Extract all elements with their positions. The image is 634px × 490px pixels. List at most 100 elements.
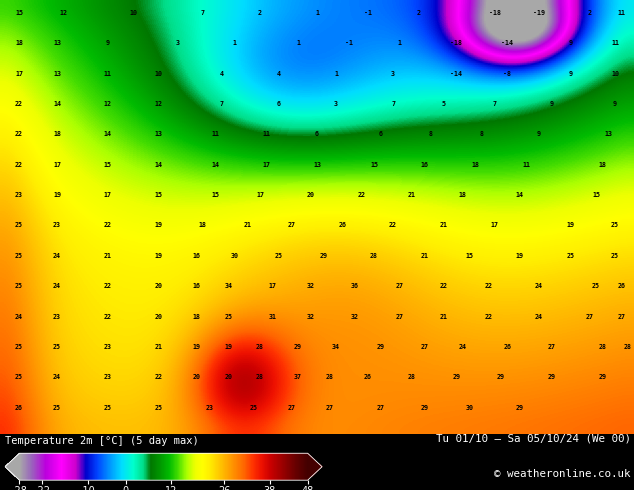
Text: 11: 11 <box>212 131 219 137</box>
Text: 29: 29 <box>421 405 429 411</box>
Text: 3: 3 <box>176 40 179 47</box>
Text: 26: 26 <box>503 344 511 350</box>
Text: 21: 21 <box>421 253 429 259</box>
Text: 22: 22 <box>15 101 23 107</box>
Text: 26: 26 <box>618 283 625 289</box>
Text: 25: 25 <box>15 374 23 380</box>
Text: 19: 19 <box>53 192 61 198</box>
Text: 28: 28 <box>370 253 378 259</box>
Text: 6: 6 <box>315 131 319 137</box>
Text: 22: 22 <box>15 162 23 168</box>
Text: 6: 6 <box>277 101 281 107</box>
Text: 15: 15 <box>15 10 23 16</box>
Text: 21: 21 <box>440 222 448 228</box>
Text: 2: 2 <box>417 10 420 16</box>
Text: 23: 23 <box>53 222 61 228</box>
Text: 14: 14 <box>155 162 162 168</box>
Text: 19: 19 <box>224 344 232 350</box>
Text: 32: 32 <box>307 314 314 319</box>
Text: 7: 7 <box>220 101 224 107</box>
Text: 15: 15 <box>592 192 600 198</box>
PathPatch shape <box>307 453 322 480</box>
Text: 13: 13 <box>605 131 612 137</box>
Text: 27: 27 <box>288 405 295 411</box>
Text: 25: 25 <box>15 222 23 228</box>
Text: 7: 7 <box>201 10 205 16</box>
Text: 25: 25 <box>250 405 257 411</box>
Text: 21: 21 <box>155 344 162 350</box>
Text: 14: 14 <box>516 192 524 198</box>
Text: 20: 20 <box>307 192 314 198</box>
Text: 29: 29 <box>497 374 505 380</box>
Text: -18: -18 <box>451 40 462 47</box>
Text: 8: 8 <box>480 131 484 137</box>
Text: 27: 27 <box>586 314 593 319</box>
Text: 29: 29 <box>377 344 384 350</box>
Text: 1: 1 <box>398 40 401 47</box>
Text: 29: 29 <box>598 374 606 380</box>
Text: 13: 13 <box>313 162 321 168</box>
Text: 28: 28 <box>408 374 416 380</box>
Text: 37: 37 <box>294 374 302 380</box>
Text: 19: 19 <box>155 222 162 228</box>
Text: 13: 13 <box>53 71 61 77</box>
Text: 14: 14 <box>212 162 219 168</box>
Text: 19: 19 <box>193 344 200 350</box>
Text: 2: 2 <box>258 10 262 16</box>
Text: 1: 1 <box>334 71 338 77</box>
Text: 21: 21 <box>243 222 251 228</box>
Text: 10: 10 <box>129 10 137 16</box>
Text: 15: 15 <box>155 192 162 198</box>
Text: 18: 18 <box>15 40 23 47</box>
Text: 20: 20 <box>193 374 200 380</box>
Text: 10: 10 <box>611 71 619 77</box>
Text: 3: 3 <box>334 101 338 107</box>
Text: 29: 29 <box>294 344 302 350</box>
Text: 31: 31 <box>269 314 276 319</box>
Text: 32: 32 <box>307 283 314 289</box>
Text: 25: 25 <box>15 283 23 289</box>
Text: 22: 22 <box>389 222 397 228</box>
Text: 25: 25 <box>275 253 283 259</box>
Text: 27: 27 <box>377 405 384 411</box>
Text: 18: 18 <box>459 192 467 198</box>
Text: 25: 25 <box>155 405 162 411</box>
Text: 27: 27 <box>326 405 333 411</box>
Text: 25: 25 <box>15 253 23 259</box>
Text: 6: 6 <box>378 131 382 137</box>
Text: -1: -1 <box>364 10 372 16</box>
Text: 25: 25 <box>611 222 619 228</box>
Text: 24: 24 <box>53 374 61 380</box>
Text: 29: 29 <box>320 253 327 259</box>
Text: 22: 22 <box>484 283 492 289</box>
Text: 1: 1 <box>233 40 236 47</box>
Text: 17: 17 <box>256 192 264 198</box>
Text: 26: 26 <box>364 374 372 380</box>
Text: 23: 23 <box>15 192 23 198</box>
Text: 29: 29 <box>453 374 460 380</box>
Text: 14: 14 <box>53 101 61 107</box>
Text: 15: 15 <box>104 162 112 168</box>
Text: 36: 36 <box>351 283 359 289</box>
Text: 25: 25 <box>53 344 61 350</box>
Text: 12: 12 <box>60 10 67 16</box>
Text: 16: 16 <box>193 253 200 259</box>
Text: 25: 25 <box>592 283 600 289</box>
Text: 28: 28 <box>256 344 264 350</box>
Text: 4: 4 <box>220 71 224 77</box>
Text: 18: 18 <box>193 314 200 319</box>
Text: 3: 3 <box>391 71 395 77</box>
Text: 18: 18 <box>598 162 606 168</box>
Text: 9: 9 <box>550 101 553 107</box>
Text: 23: 23 <box>205 405 213 411</box>
Text: 20: 20 <box>224 374 232 380</box>
Text: 16: 16 <box>421 162 429 168</box>
Text: 21: 21 <box>408 192 416 198</box>
Text: 23: 23 <box>104 344 112 350</box>
Text: 21: 21 <box>440 314 448 319</box>
Text: 22: 22 <box>104 283 112 289</box>
Text: 25: 25 <box>104 405 112 411</box>
Text: -19: -19 <box>533 10 545 16</box>
Text: 27: 27 <box>618 314 625 319</box>
Text: 34: 34 <box>224 283 232 289</box>
